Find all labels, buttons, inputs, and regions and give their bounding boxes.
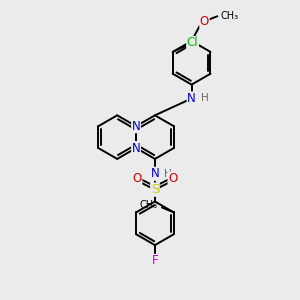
Text: O: O — [133, 172, 142, 185]
Text: N: N — [132, 142, 140, 154]
Text: N: N — [187, 92, 196, 105]
Text: O: O — [168, 172, 177, 185]
Text: O: O — [200, 15, 209, 28]
Text: Cl: Cl — [187, 37, 198, 50]
Text: N: N — [151, 167, 159, 180]
Text: F: F — [152, 254, 158, 268]
Text: CH₃: CH₃ — [220, 11, 238, 21]
Text: CH₃: CH₃ — [140, 200, 158, 211]
Text: N: N — [132, 120, 140, 133]
Text: S: S — [151, 183, 159, 196]
Text: H: H — [200, 94, 208, 103]
Text: H: H — [164, 169, 172, 179]
